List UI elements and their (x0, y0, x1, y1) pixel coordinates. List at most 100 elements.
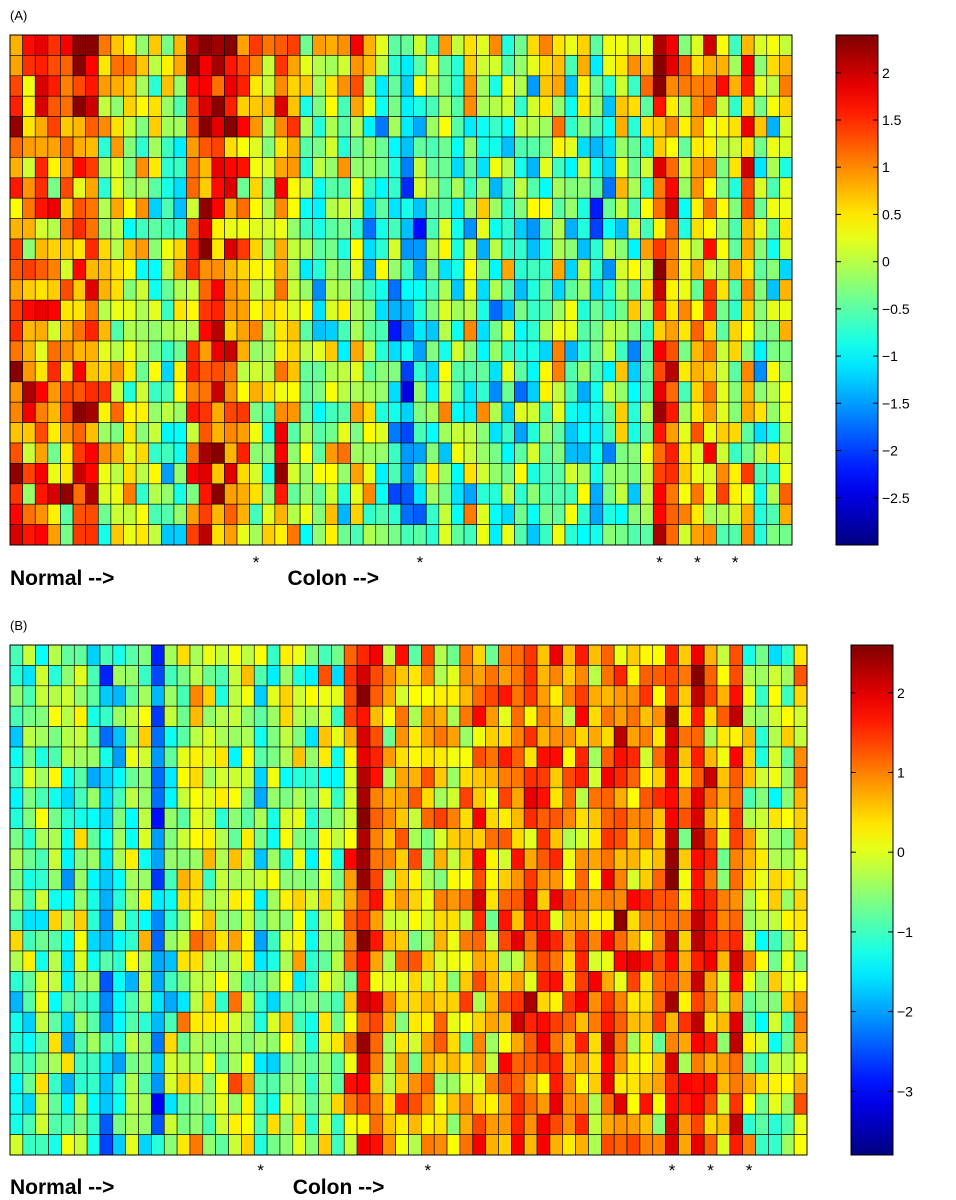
heatmap-cell (652, 644, 666, 666)
heatmap-cell (485, 1032, 499, 1054)
heatmap-cell (151, 767, 165, 789)
heatmap-cell (312, 95, 326, 117)
heatmap-cell (151, 665, 165, 687)
heatmap-cell (703, 401, 717, 423)
heatmap-cell (110, 197, 124, 219)
heatmap-cell (382, 1093, 396, 1115)
colorbar-tick-label: −2.5 (882, 490, 910, 506)
heatmap-cell (703, 442, 717, 464)
heatmap-cell (413, 422, 427, 444)
heatmap-cell (652, 767, 666, 789)
heatmap-cell (97, 75, 112, 97)
heatmap-cell (9, 483, 23, 505)
heatmap-cell (47, 320, 61, 342)
heatmap-cell (312, 177, 326, 199)
heatmap-cell (395, 930, 409, 952)
heatmap-cell (343, 828, 358, 850)
heatmap-cell (35, 767, 49, 789)
heatmap-cell (61, 1052, 75, 1074)
heatmap-cell (224, 177, 238, 199)
heatmap-cell (690, 34, 705, 56)
heatmap-cell (438, 259, 452, 281)
heatmap-cell (395, 1073, 409, 1095)
heatmap-cell (34, 320, 49, 342)
heatmap-cell (549, 828, 564, 850)
group-label: Normal --> (10, 1176, 114, 1199)
heatmap-cell (716, 726, 731, 748)
heatmap-cell (793, 1093, 808, 1115)
heatmap-cell (112, 726, 126, 748)
heatmap-cell (198, 177, 213, 199)
heatmap-cell (703, 1093, 718, 1115)
heatmap-cell (151, 869, 165, 891)
heatmap-cell (388, 238, 402, 260)
heatmap-cell (425, 116, 440, 138)
heatmap-cell (779, 299, 793, 321)
heatmap-cell (325, 238, 339, 260)
colorbar-tick-label: −2 (897, 1004, 913, 1020)
heatmap-cell (148, 136, 162, 158)
heatmap-cell (613, 807, 628, 829)
heatmap-cell (125, 644, 139, 666)
heatmap-cell (228, 1032, 242, 1054)
heatmap-cell (678, 971, 692, 993)
heatmap-cell (601, 1052, 615, 1074)
heatmap-cell (35, 807, 49, 829)
heatmap-cell (34, 34, 49, 56)
heatmap-cell (362, 259, 377, 281)
heatmap-cell (716, 34, 730, 56)
heatmap-cell (459, 787, 474, 809)
heatmap-cell (161, 116, 175, 138)
heatmap-cell (110, 483, 124, 505)
heatmap-cell (253, 909, 268, 931)
heatmap-cell (202, 909, 216, 931)
heatmap-cell (766, 116, 780, 138)
colorbar-tick-label: 1 (882, 159, 890, 175)
heatmap-cell (501, 238, 515, 260)
heatmap-cell (485, 705, 499, 727)
heatmap-cell (588, 828, 602, 850)
heatmap-cell (408, 807, 422, 829)
heatmap-cell (73, 1052, 88, 1074)
heatmap-cell (691, 665, 705, 687)
heatmap-cell (652, 1011, 666, 1033)
heatmap-cell (652, 1093, 666, 1115)
heatmap-cell (793, 869, 808, 891)
heatmap-cell (299, 157, 314, 179)
heatmap-cell (459, 1134, 474, 1156)
heatmap-cell (665, 320, 679, 342)
heatmap-cell (485, 1073, 499, 1095)
heatmap-cell (151, 1134, 165, 1156)
heatmap-cell (476, 422, 490, 444)
heatmap-cell (446, 1011, 461, 1033)
heatmap-cell (292, 930, 306, 952)
heatmap-cell (742, 746, 756, 768)
heatmap-cell (73, 991, 88, 1013)
heatmap-cell (753, 320, 768, 342)
heatmap-cell (292, 726, 306, 748)
heatmap-cell (615, 34, 629, 56)
heatmap-border (9, 644, 808, 1156)
heatmap-cell (768, 971, 782, 993)
heatmap-cell (86, 1011, 101, 1033)
heatmap-cell (601, 705, 615, 727)
heatmap-cell (433, 1134, 448, 1156)
heatmap-cell (305, 787, 319, 809)
heatmap-cell (613, 848, 628, 870)
heatmap-cell (755, 909, 769, 931)
heatmap-cell (463, 238, 477, 260)
heatmap-cell (438, 381, 452, 403)
heatmap-cell (343, 950, 358, 972)
heatmap-cell (202, 869, 216, 891)
heatmap-cell (413, 401, 427, 423)
heatmap-cell (97, 238, 112, 260)
heatmap-cell (488, 136, 503, 158)
heatmap-cell (388, 381, 402, 403)
heatmap-cell (488, 238, 503, 260)
heatmap-cell (433, 1093, 448, 1115)
x-labels-b: Normal --> Colon -->* * * * * (10, 1161, 753, 1199)
heatmap-cell (22, 971, 37, 993)
heatmap-cell (305, 971, 319, 993)
heatmap-cell (249, 381, 263, 403)
heatmap-cell (325, 320, 339, 342)
